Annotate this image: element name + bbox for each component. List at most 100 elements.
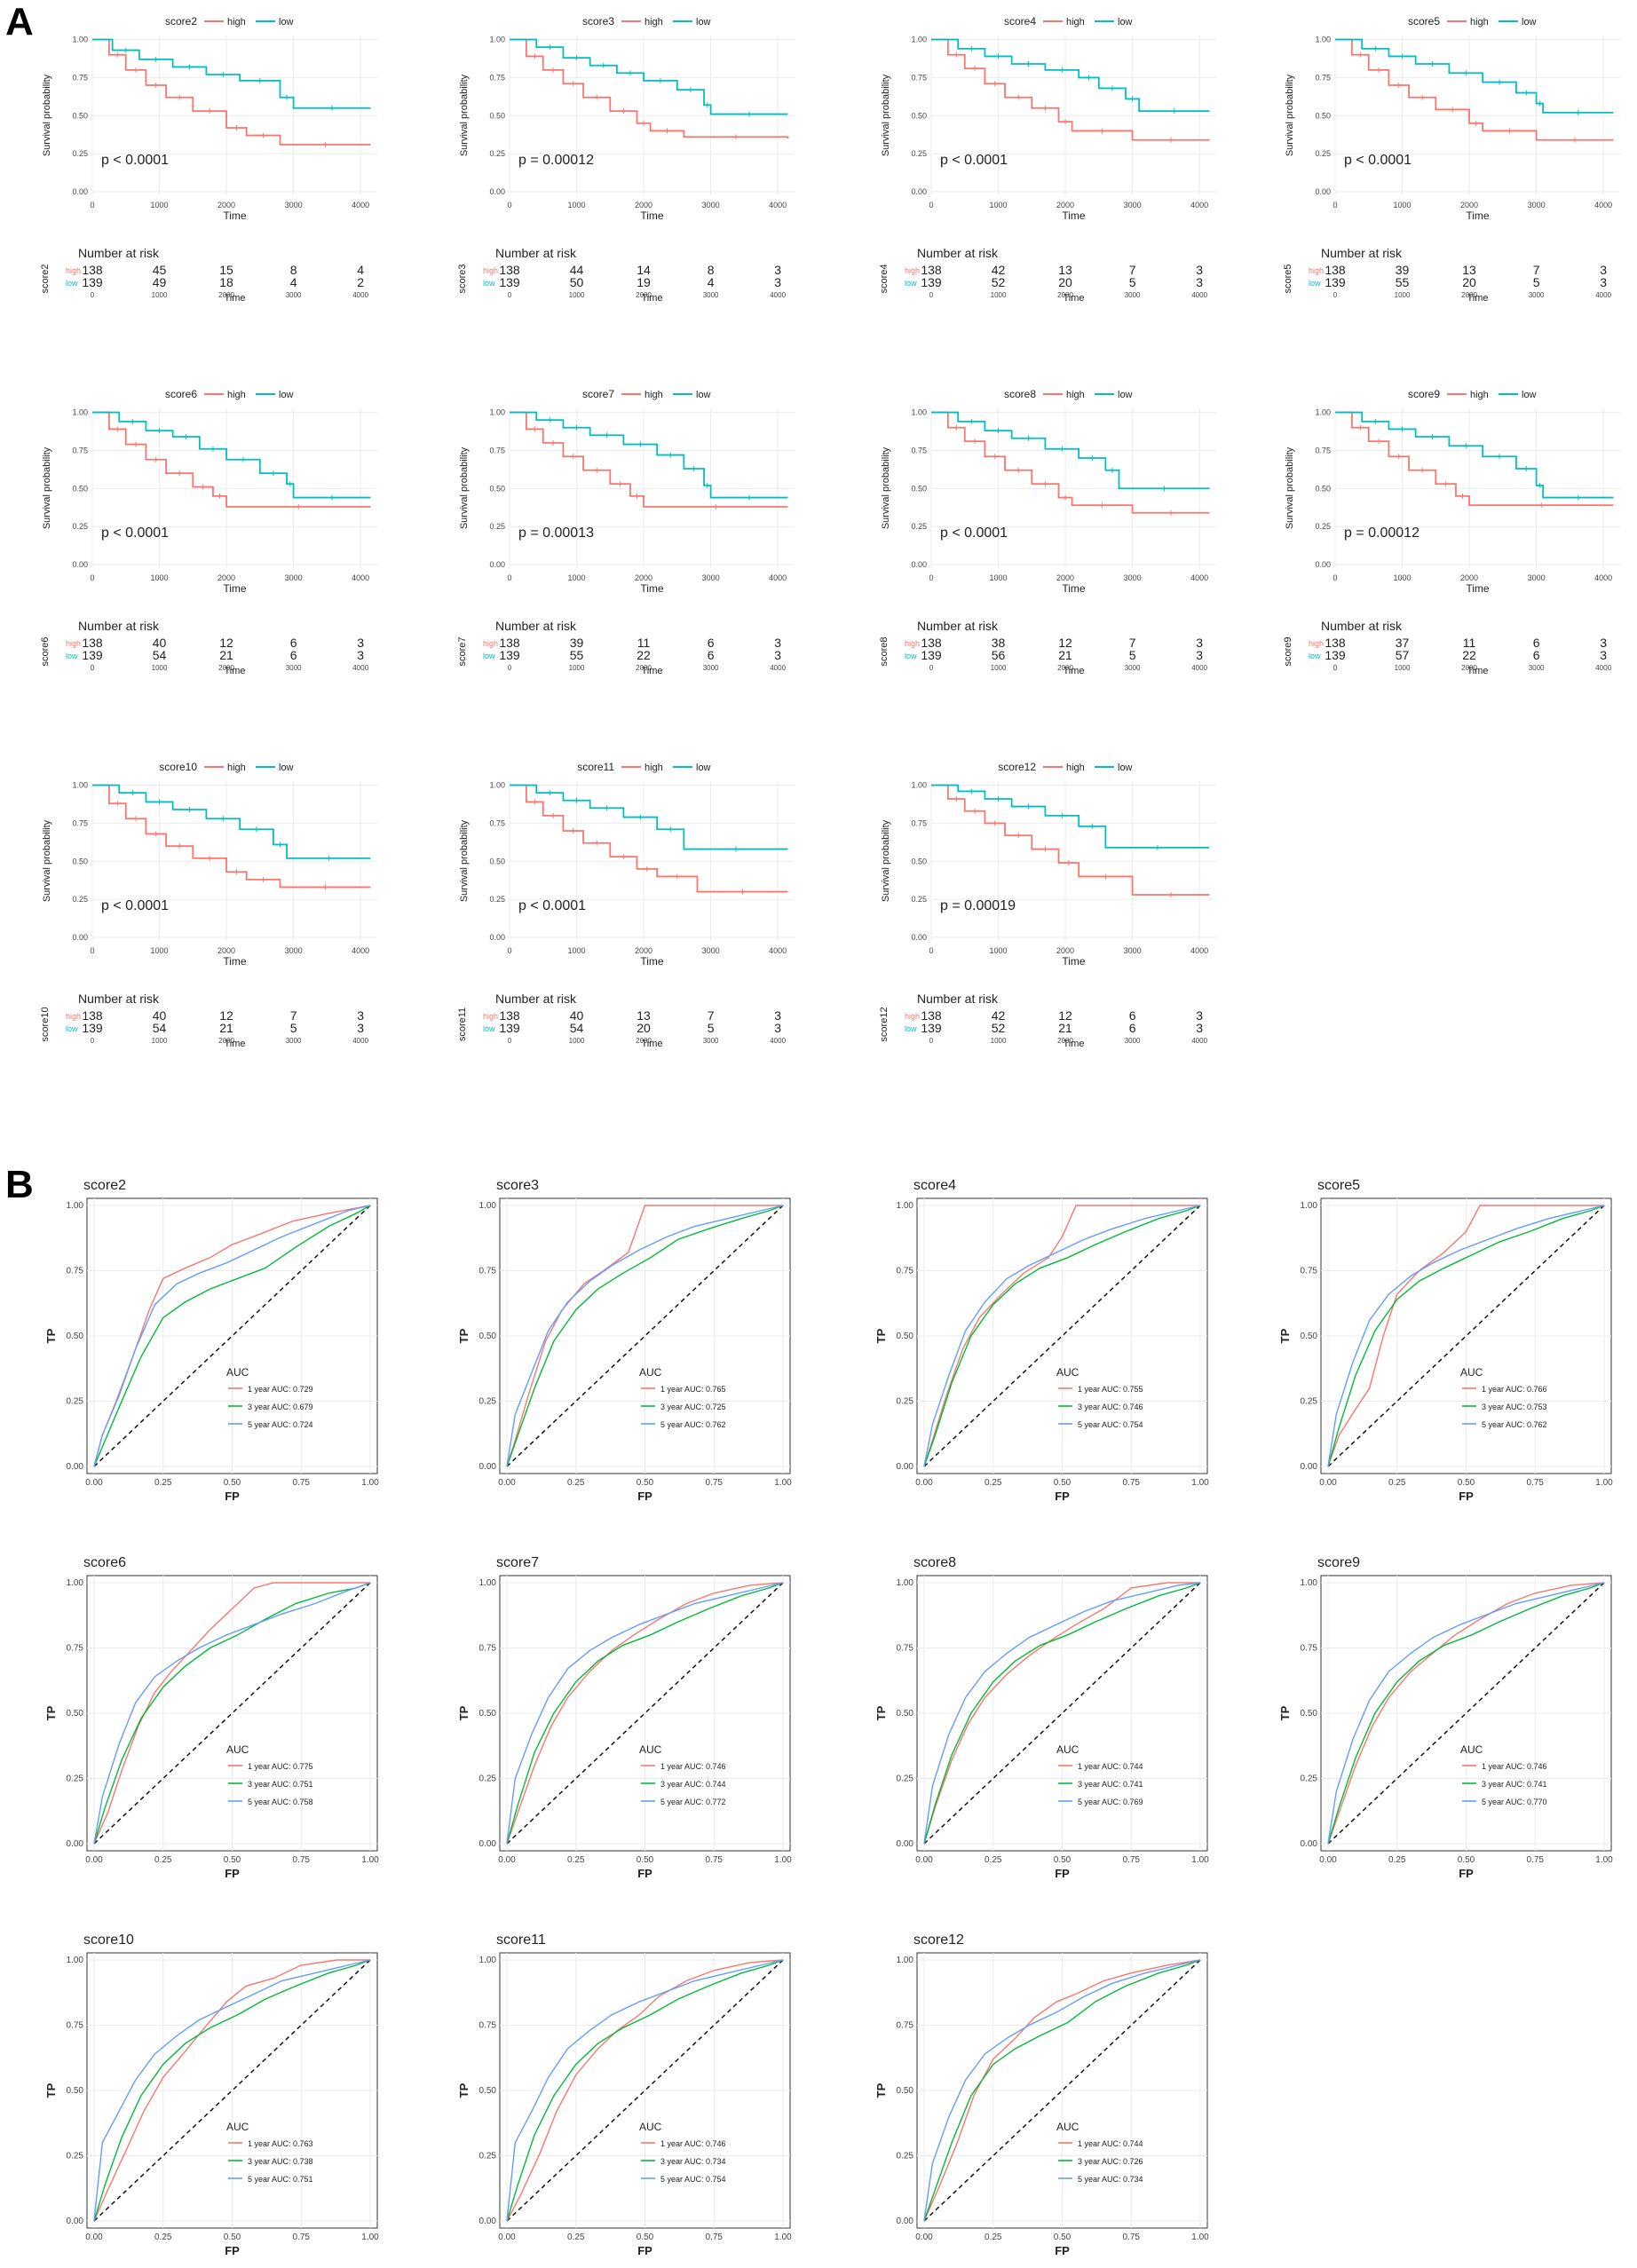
risk-x-axis-label: Time <box>641 666 662 676</box>
x-tick-label: 0.25 <box>154 2232 172 2242</box>
roc-legend-label: 1 year AUC: 0.744 <box>1078 2139 1143 2148</box>
risk-row-high-label: high <box>66 266 81 275</box>
p-value-label: p = 0.00013 <box>518 526 594 541</box>
risk-high-count: 3 <box>357 1008 364 1023</box>
x-tick-label: 0 <box>507 573 511 582</box>
y-tick-label: 0.75 <box>479 2021 497 2031</box>
roc-curve-5-year <box>1327 1205 1605 1467</box>
risk-x-tick: 1000 <box>1395 664 1411 672</box>
roc-curve-3-year <box>1327 1205 1605 1467</box>
x-tick-label: 2000 <box>635 201 652 209</box>
y-tick-label: 0.25 <box>489 149 505 158</box>
x-axis-label: Time <box>1062 955 1086 968</box>
risk-high-count: 7 <box>1129 636 1136 650</box>
y-axis-label: TP <box>457 1328 471 1343</box>
risk-x-tick: 1000 <box>991 664 1007 672</box>
roc-curve-5-year <box>923 1959 1201 2222</box>
p-value-label: p = 0.00012 <box>518 153 594 168</box>
legend-low-label: low <box>279 17 294 28</box>
risk-x-tick: 3000 <box>1125 291 1141 299</box>
risk-low-count: 3 <box>1600 275 1607 289</box>
risk-low-count: 20 <box>1462 275 1476 289</box>
risk-low-count: 139 <box>82 648 103 662</box>
roc-curve-3-year <box>506 1959 784 2222</box>
risk-table-side-label: score11 <box>457 1008 468 1041</box>
y-tick-label: 1.00 <box>479 1578 497 1588</box>
x-tick-label: 4000 <box>1190 946 1208 955</box>
km-curve-low <box>510 411 788 499</box>
y-tick-label: 1.00 <box>479 1201 497 1211</box>
km-curve-high <box>510 784 788 893</box>
legend-high-label: high <box>645 763 663 773</box>
km-curve-high <box>510 38 789 138</box>
roc-title: score5 <box>1317 1178 1360 1193</box>
risk-table-title: Number at risk <box>917 992 999 1006</box>
risk-high-count: 15 <box>219 263 233 277</box>
risk-high-count: 138 <box>921 263 942 277</box>
risk-low-count: 6 <box>290 648 297 662</box>
x-tick-label: 1.00 <box>774 1855 792 1865</box>
risk-high-count: 7 <box>1129 263 1136 277</box>
roc-legend-title: AUC <box>226 2121 249 2133</box>
risk-high-count: 13 <box>1058 263 1072 277</box>
x-tick-label: 0 <box>90 201 94 209</box>
y-tick-label: 0.25 <box>489 895 505 904</box>
km-chart-score5: score5 high low 0.00 0.25 0.50 0.75 1.00 0 1000 20… <box>1283 15 1620 304</box>
risk-high-count: 3 <box>774 1008 781 1023</box>
km-chart-score11: score11 high low 0.00 0.25 0.50 0.75 1.00 0 1000 2… <box>457 761 795 1049</box>
y-axis-label: TP <box>44 1705 58 1720</box>
km-chart-score6: score6 high low 0.00 0.25 0.50 0.75 1.00 0 1000 20… <box>40 388 377 676</box>
roc-legend-title: AUC <box>639 1366 662 1379</box>
roc-title: score9 <box>1317 1555 1360 1570</box>
risk-x-tick: 4000 <box>770 1037 786 1045</box>
y-tick-label: 0.75 <box>489 818 505 827</box>
y-tick-label: 0.25 <box>67 1774 84 1784</box>
risk-high-count: 12 <box>1058 1008 1072 1023</box>
risk-high-count: 7 <box>708 1008 715 1023</box>
risk-table-title: Number at risk <box>495 619 577 633</box>
km-curve-high <box>931 784 1210 896</box>
risk-low-count: 139 <box>921 648 942 662</box>
risk-high-count: 8 <box>708 263 715 277</box>
risk-low-count: 4 <box>290 275 297 289</box>
x-axis-label: Time <box>640 955 664 968</box>
risk-high-count: 6 <box>1129 1008 1136 1023</box>
y-tick-label: 0.75 <box>897 1644 914 1654</box>
y-tick-label: 1.00 <box>911 408 927 417</box>
risk-low-count: 6 <box>708 648 715 662</box>
y-tick-label: 0.75 <box>911 818 927 827</box>
risk-low-count: 3 <box>1600 648 1607 662</box>
risk-low-count: 5 <box>708 1021 715 1035</box>
risk-x-tick: 0 <box>91 1037 95 1045</box>
x-tick-label: 0.75 <box>1527 1478 1545 1488</box>
roc-legend-label: 3 year AUC: 0.753 <box>1482 1403 1547 1411</box>
y-axis-label: TP <box>457 1705 471 1720</box>
risk-high-count: 42 <box>992 1008 1006 1023</box>
risk-x-tick: 0 <box>929 291 934 299</box>
risk-high-count: 138 <box>499 1008 520 1023</box>
risk-x-tick: 4000 <box>770 664 786 672</box>
x-tick-label: 0.00 <box>1319 1855 1337 1865</box>
x-tick-label: 1000 <box>990 573 1008 582</box>
roc-curve-3-year <box>923 1959 1201 2222</box>
km-chart-score10: score10 high low 0.00 0.25 0.50 0.75 1.00 0 1000 2… <box>40 761 377 1049</box>
x-tick-label: 0.25 <box>567 1478 585 1488</box>
risk-x-tick: 3000 <box>1529 291 1545 299</box>
x-axis-label: Time <box>640 582 664 595</box>
roc-chart-score2: score2 0.000.00 0.25 0.25 0.50 0.50 0.75 0.75 1.… <box>44 1178 379 1503</box>
risk-x-tick: 4000 <box>352 291 368 299</box>
x-tick-label: 4000 <box>1594 201 1612 209</box>
risk-high-count: 3 <box>1600 636 1607 650</box>
risk-low-count: 6 <box>1533 648 1540 662</box>
x-tick-label: 0.50 <box>637 1855 654 1865</box>
risk-x-tick: 2000 <box>218 291 234 299</box>
y-tick-label: 0.00 <box>1315 187 1331 196</box>
y-tick-label: 0.50 <box>67 1332 84 1341</box>
x-tick-label: 4000 <box>769 946 787 955</box>
roc-curve-1-year <box>923 1205 1200 1467</box>
y-tick-label: 0.75 <box>67 1267 84 1276</box>
x-tick-label: 4000 <box>1190 201 1208 209</box>
x-tick-label: 1.00 <box>361 2232 379 2242</box>
x-tick-label: 0.50 <box>224 2232 241 2242</box>
